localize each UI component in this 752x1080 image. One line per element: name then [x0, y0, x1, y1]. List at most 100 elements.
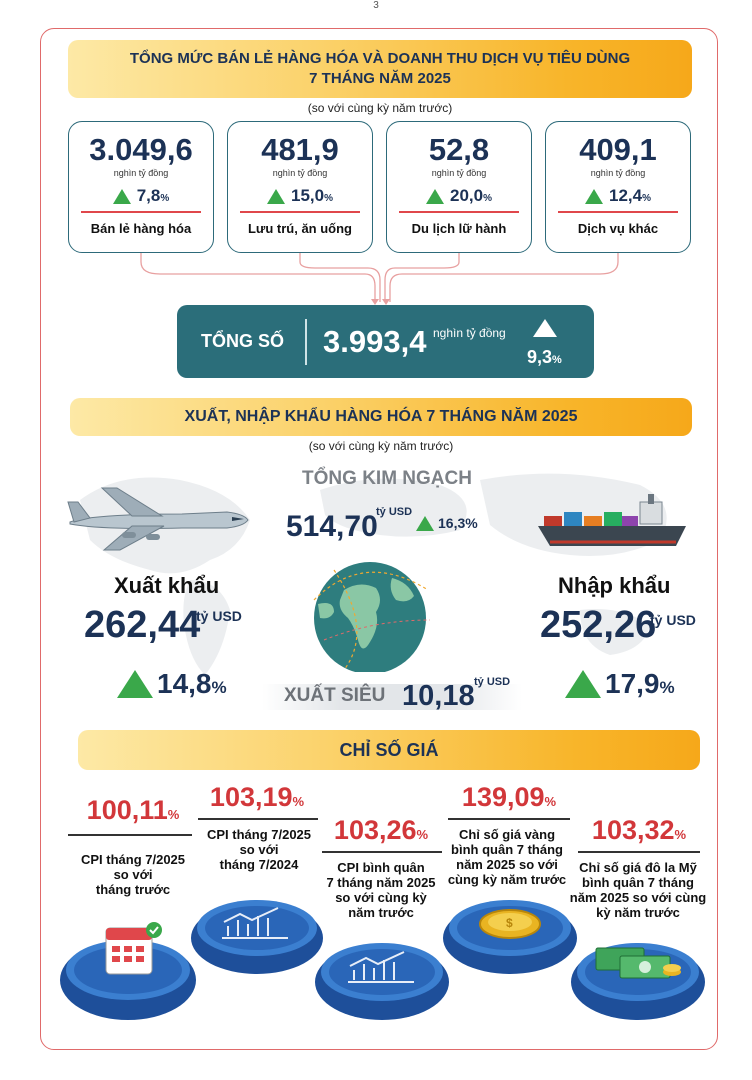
label-line: CPI tháng 7/2025: [80, 852, 186, 867]
price-label-gold: Chỉ số giá vàng bình quân 7 tháng năm 20…: [432, 827, 582, 887]
card-growth: 15,0%: [228, 186, 372, 206]
export-label: Xuất khẩu: [114, 573, 220, 598]
card-other-services: 409,1 nghìn tỷ đồng 12,4% Dịch vụ khác: [545, 121, 691, 253]
card-value: 3.049,6: [89, 132, 193, 167]
page-frame: [40, 28, 718, 1050]
card-label: Bán lẻ hàng hóa: [90, 220, 192, 236]
pct-suffix: %: [659, 678, 675, 697]
card-retail-goods: 3.049,6 nghìn tỷ đồng 7,8% Bán lẻ hàng h…: [68, 121, 214, 253]
label-line: so với: [239, 842, 279, 857]
card-unit: nghìn tỷ đồng: [590, 168, 646, 178]
up-arrow-icon: [112, 188, 131, 204]
price-number: 100,11: [86, 795, 168, 825]
up-arrow-icon: [533, 319, 557, 337]
surplus-unit: tỷ USD: [474, 676, 511, 688]
divider: [240, 211, 360, 213]
label-line: so với: [113, 867, 153, 882]
card-pct: 12,4: [609, 186, 643, 205]
export-growth: 14,8%: [157, 668, 227, 700]
price-number: 103,32: [591, 815, 675, 845]
pedestal-usd-money: [571, 943, 705, 1020]
prices-banner: CHỈ SỐ GIÁ: [78, 730, 700, 770]
pct-suffix: %: [552, 354, 562, 366]
trade-subtitle: (so với cùng kỳ năm trước): [308, 439, 454, 453]
divider: [399, 211, 519, 213]
card-unit: nghìn tỷ đồng: [113, 168, 169, 178]
connector-lines: [140, 253, 619, 305]
pct-suffix: %: [167, 807, 180, 822]
card-pct: 15,0: [291, 186, 325, 205]
import-growth: 17,9%: [605, 668, 675, 700]
label-line: kỳ năm trước: [596, 905, 680, 920]
total-divider: [305, 319, 307, 365]
svg-text:$: $: [506, 916, 513, 930]
price-value-gold: 139,09%: [446, 782, 572, 813]
airplane-icon: [67, 487, 249, 551]
total-label: TỔNG SỐ: [201, 331, 285, 351]
globe-icon: [313, 562, 431, 672]
price-label-cpi-mom: CPI tháng 7/2025 so với tháng trước: [58, 852, 208, 897]
pct-suffix: %: [160, 193, 170, 204]
pct-suffix: %: [416, 827, 429, 842]
divider: [558, 211, 678, 213]
card-growth: 12,4%: [546, 186, 690, 206]
turnover-value: 514,70: [286, 510, 378, 543]
divider: [81, 211, 201, 213]
card-unit: nghìn tỷ đồng: [272, 168, 328, 178]
label-line: tháng 7/2024: [219, 857, 299, 872]
import-pct: 17,9: [605, 668, 660, 699]
label-line: so với cùng kỳ: [335, 890, 427, 905]
card-value: 409,1: [579, 132, 657, 167]
price-divider: [448, 818, 570, 820]
pct-suffix: %: [483, 193, 492, 204]
up-arrow-icon: [585, 188, 603, 204]
price-number: 103,26: [333, 815, 417, 845]
label-line: 7 tháng năm 2025: [326, 875, 436, 890]
label-line: Chỉ số giá đô la Mỹ: [579, 860, 697, 875]
pedestal-calendar: [60, 922, 196, 1020]
pct-suffix: %: [324, 193, 333, 204]
price-divider: [578, 851, 700, 853]
card-unit: nghìn tỷ đồng: [431, 168, 487, 178]
surplus-value: 10,18: [402, 680, 475, 712]
pct-suffix: %: [544, 794, 557, 809]
card-pct: 7,8: [136, 186, 161, 205]
turnover-label: TỔNG KIM NGẠCH: [302, 468, 472, 489]
price-label-cpi-avg: CPI bình quân 7 tháng năm 2025 so với cù…: [306, 860, 456, 920]
pct-suffix: %: [211, 678, 227, 697]
surplus-label: XUẤT SIÊU: [284, 685, 386, 706]
trade-banner: XUẤT, NHẬP KHẨU HÀNG HÓA 7 THÁNG NĂM 202…: [70, 398, 692, 436]
up-arrow-icon: [416, 516, 434, 531]
retail-title-line2: 7 THÁNG NĂM 2025: [309, 70, 451, 87]
card-accommodation: 481,9 nghìn tỷ đồng 15,0% Lưu trú, ăn uố…: [227, 121, 373, 253]
price-number: 103,19: [209, 782, 293, 812]
pct-suffix: %: [674, 827, 687, 842]
label-line: năm 2025 so với cùng: [569, 890, 707, 905]
retail-banner: TỔNG MỨC BÁN LẺ HÀNG HÓA VÀ DOANH THU DỊ…: [68, 40, 692, 98]
total-unit: nghìn tỷ đồng: [433, 326, 506, 340]
total-growth: 9,3%: [527, 347, 562, 368]
pedestal-chart-1: [191, 900, 323, 974]
price-divider: [68, 834, 192, 836]
total-value: 3.993,4: [323, 324, 427, 359]
import-value: 252,26: [540, 604, 657, 646]
retail-title-line1: TỔNG MỨC BÁN LẺ HÀNG HÓA VÀ DOANH THU DỊ…: [129, 50, 631, 67]
card-growth: 20,0%: [387, 186, 531, 206]
price-divider: [322, 851, 442, 853]
up-arrow-icon: [565, 670, 601, 698]
pedestal-gold-coin: $: [443, 900, 577, 974]
page-number: 3: [373, 0, 379, 11]
price-value-usd: 103,32%: [576, 815, 702, 846]
price-divider: [198, 818, 318, 820]
prices-title: CHỈ SỐ GIÁ: [339, 740, 439, 760]
total-pct: 9,3: [527, 347, 553, 367]
card-label: Du lịch lữ hành: [411, 220, 507, 236]
price-value-cpi-yoy: 103,19%: [196, 782, 318, 813]
price-label-usd: Chỉ số giá đô la Mỹ bình quân 7 tháng nă…: [566, 860, 710, 920]
pct-suffix: %: [292, 794, 305, 809]
turnover-growth: 16,3%: [438, 515, 478, 531]
label-line: năm trước: [348, 905, 414, 920]
price-value-cpi-avg: 103,26%: [320, 815, 442, 846]
price-value-cpi-mom: 100,11%: [72, 795, 194, 826]
export-unit: tỷ USD: [196, 608, 242, 624]
